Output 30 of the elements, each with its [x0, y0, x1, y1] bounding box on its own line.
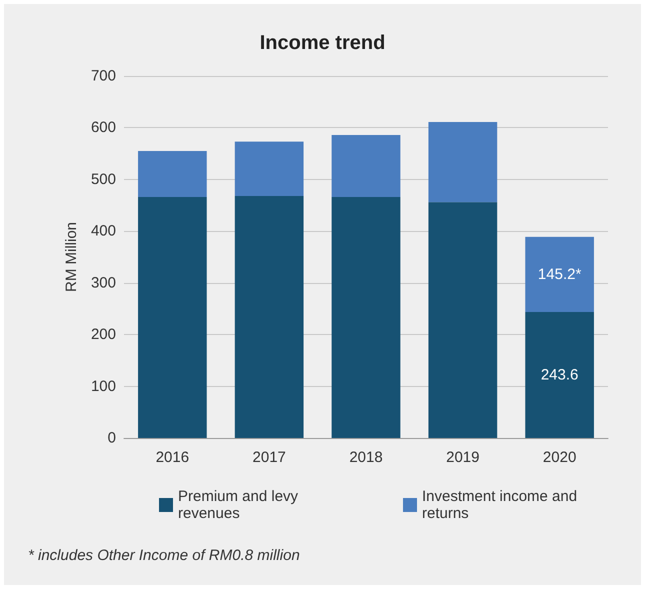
- x-tick-label: 2016: [156, 449, 190, 466]
- y-tick-label: 500: [90, 170, 116, 188]
- x-tick-label: 2019: [446, 449, 480, 466]
- bar: [234, 142, 304, 196]
- data-label: 145.2*: [538, 266, 582, 283]
- y-tick-label: 700: [90, 68, 116, 84]
- x-tick-label: 2018: [349, 449, 383, 466]
- bar: [138, 197, 207, 438]
- chart-title: Income trend: [260, 32, 386, 54]
- bar: [428, 202, 498, 438]
- y-tick-label: 200: [90, 326, 116, 344]
- y-axis-title: RM Million: [63, 222, 80, 292]
- x-tick-label: 2017: [252, 449, 286, 466]
- bar: [525, 236, 594, 312]
- y-tick-label: 300: [90, 274, 116, 292]
- y-tick-label: 600: [90, 119, 116, 136]
- bar: [428, 122, 498, 202]
- legend-label: Investment income and returns: [422, 488, 582, 522]
- bar: [234, 196, 304, 438]
- text: * includes Other Income of RM0.8 million: [28, 547, 300, 564]
- bar: [525, 312, 594, 438]
- bar: [332, 134, 400, 198]
- y-tick-label: 0: [108, 430, 116, 446]
- y-tick-label: 100: [90, 378, 116, 395]
- bar: [138, 150, 207, 198]
- x-tick-label: 2020: [542, 449, 576, 466]
- bar: [332, 197, 400, 438]
- data-label: 243.6: [540, 366, 578, 384]
- y-tick-label: 400: [90, 222, 116, 240]
- legend-label: Premium and levy revenues: [178, 488, 302, 522]
